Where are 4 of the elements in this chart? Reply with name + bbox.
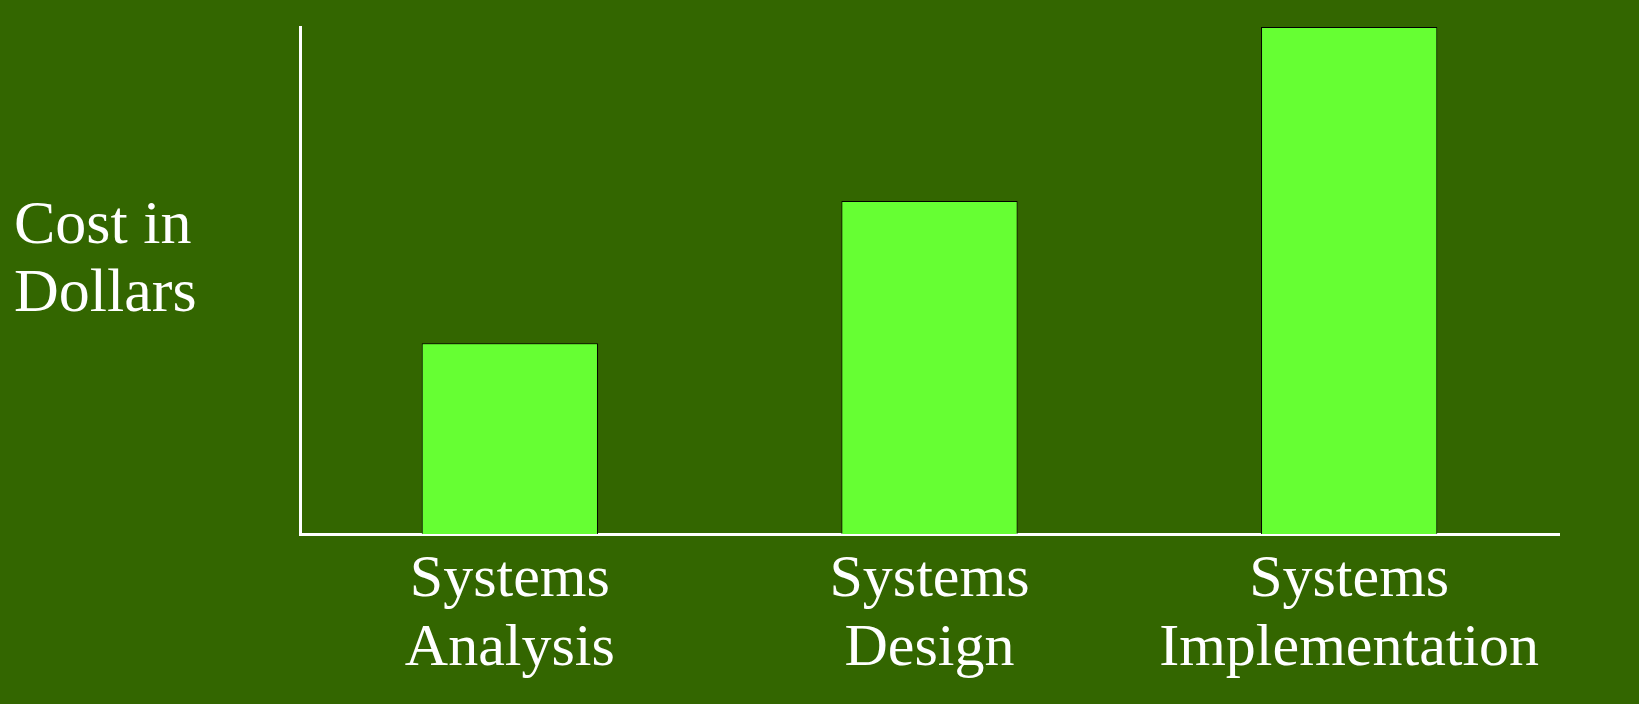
x-tick-label: Systems Implementation — [1159, 543, 1540, 679]
x-tick-label: Systems Analysis — [404, 543, 615, 679]
x-tick-label: Systems Design — [829, 543, 1030, 679]
y-axis-title: Cost in Dollars — [14, 188, 198, 325]
